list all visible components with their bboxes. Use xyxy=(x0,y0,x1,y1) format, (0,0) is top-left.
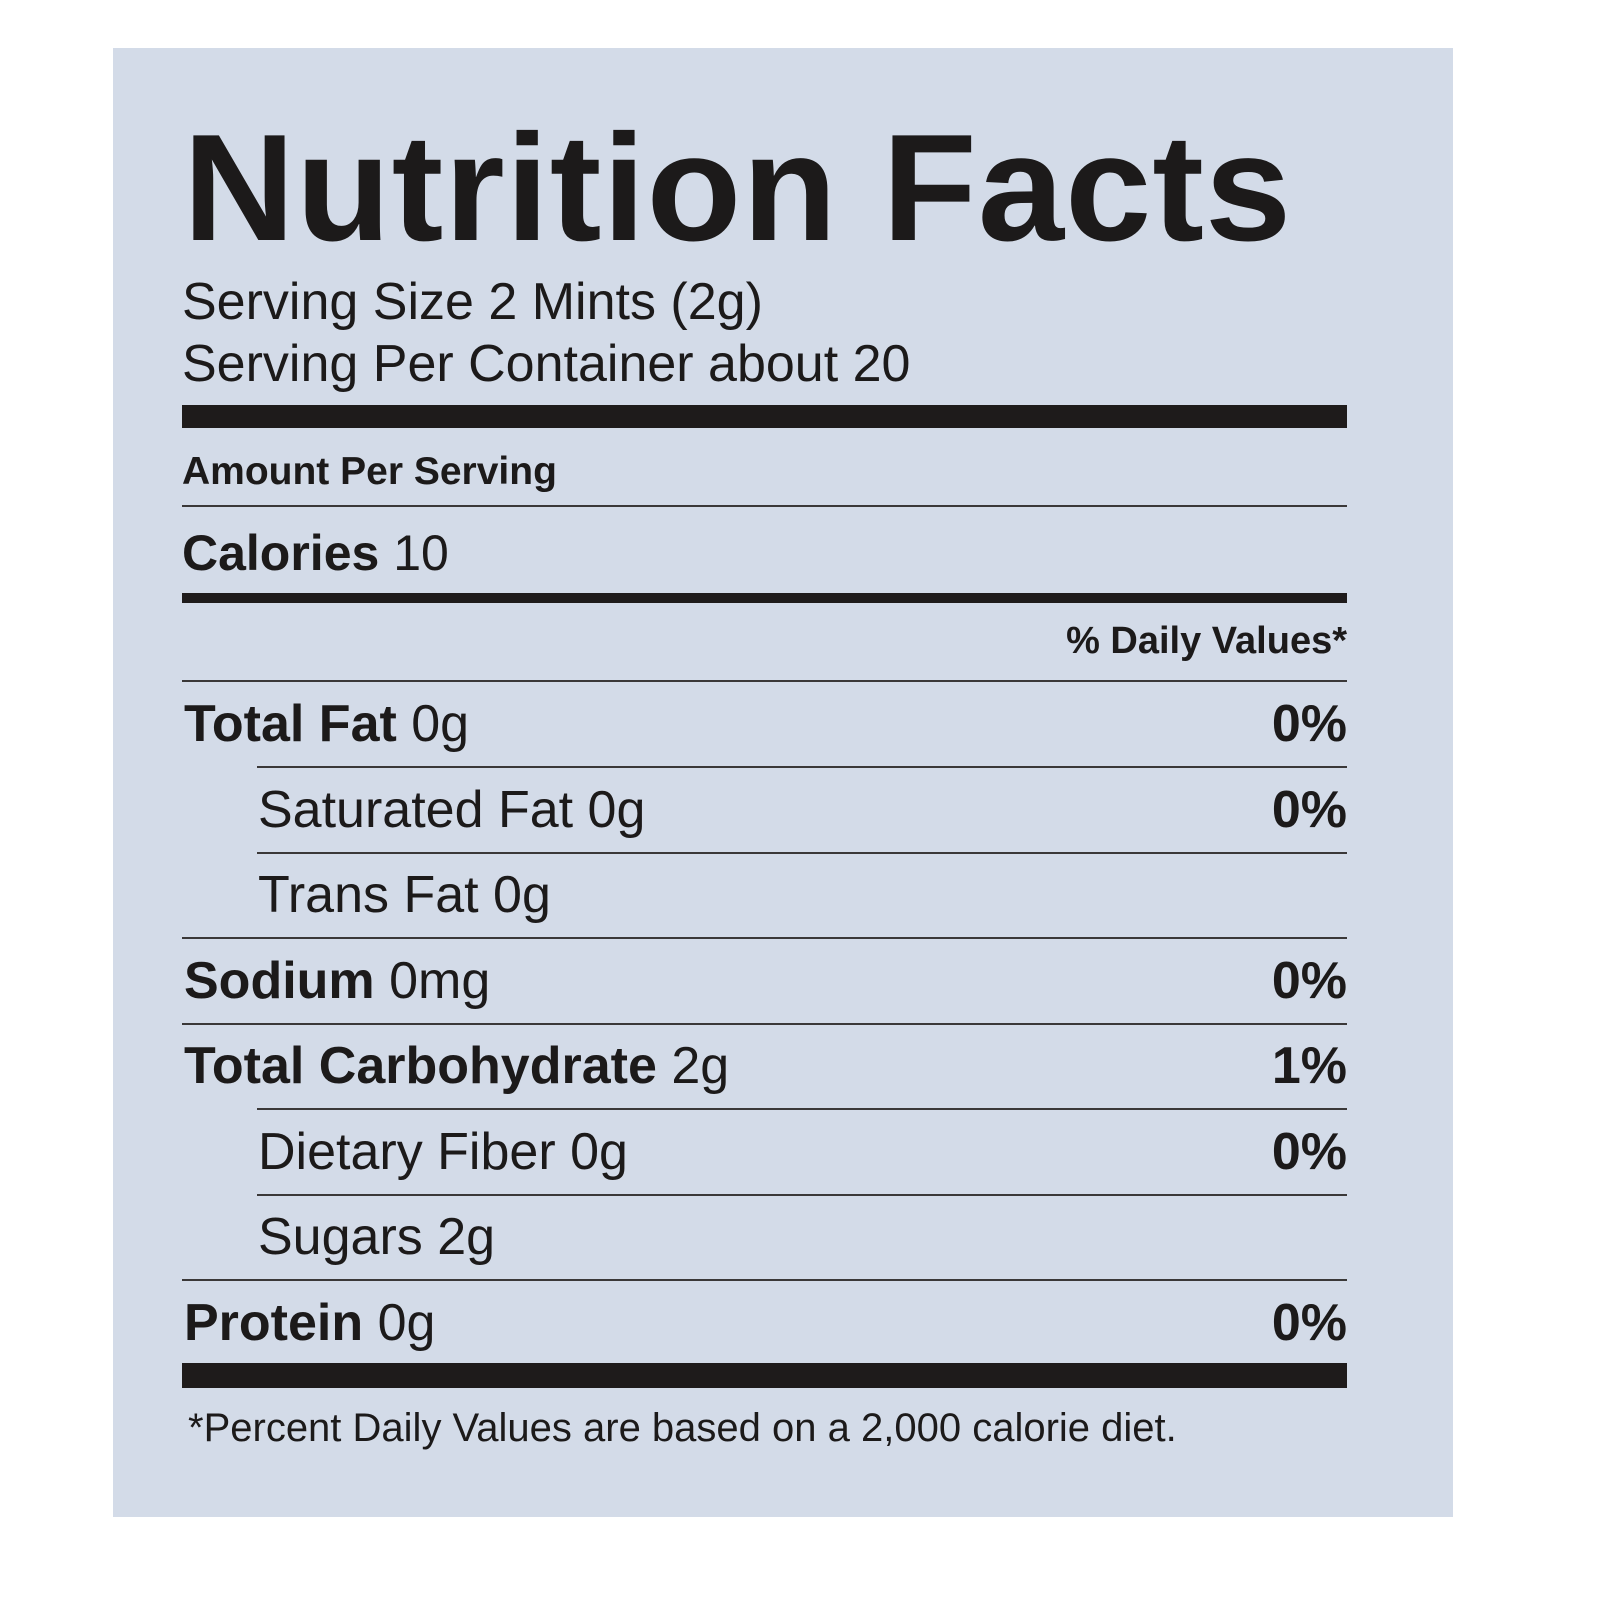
divider xyxy=(257,1108,1347,1110)
nutrient-amount: 0g xyxy=(570,1122,628,1181)
nutrient-name: Protein 0g xyxy=(184,1293,435,1353)
divider xyxy=(257,1193,1347,1196)
nutrient-amount: 0mg xyxy=(389,951,491,1010)
nutrient-row: Sodium 0mg 0% xyxy=(0,951,1600,1011)
daily-value-percent: 1% xyxy=(1271,1037,1347,1095)
nutrient-row: Trans Fat 0g xyxy=(0,865,1600,925)
nutrient-label: Total Carbohydrate xyxy=(184,1037,657,1095)
label-panel xyxy=(113,48,1453,1517)
footnote: *Percent Daily Values are based on a 2,0… xyxy=(188,1406,1177,1450)
label-title: Nutrition Facts xyxy=(183,103,1293,273)
serving-size: Serving Size 2 Mints (2g) xyxy=(182,273,763,331)
nutrient-name: Trans Fat 0g xyxy=(258,865,551,925)
nutrient-label: Trans Fat xyxy=(258,866,479,924)
nutrient-label: Saturated Fat xyxy=(258,780,574,839)
amount-per-serving: Amount Per Serving xyxy=(182,450,557,493)
nutrient-label: Sodium xyxy=(184,951,375,1010)
daily-value-percent: 0% xyxy=(1271,695,1347,753)
nutrient-row: Sugars 2g xyxy=(0,1207,1600,1267)
divider xyxy=(182,1022,1347,1025)
nutrient-name: Sugars 2g xyxy=(258,1207,495,1267)
nutrient-row: Total Fat 0g 0% xyxy=(0,694,1600,754)
daily-value-percent: 0% xyxy=(1271,951,1347,1010)
nutrient-amount: 2g xyxy=(437,1208,496,1266)
thick-divider xyxy=(182,405,1347,428)
calories-label: Calories xyxy=(182,525,380,581)
daily-values-header: % Daily Values* xyxy=(1066,620,1347,662)
divider xyxy=(257,851,1347,854)
nutrient-amount: 2g xyxy=(671,1037,730,1095)
divider xyxy=(182,937,1347,939)
nutrient-row: Dietary Fiber 0g 0% xyxy=(0,1122,1600,1182)
daily-value-percent: 0% xyxy=(1271,1293,1347,1352)
nutrient-label: Protein xyxy=(184,1293,364,1352)
nutrient-label: Sugars xyxy=(258,1208,423,1266)
divider xyxy=(257,766,1347,768)
servings-per-container: Serving Per Container about 20 xyxy=(182,335,911,393)
calories-value: 10 xyxy=(393,525,449,581)
divider xyxy=(182,1279,1347,1281)
nutrient-amount: 0g xyxy=(411,695,470,753)
nutrient-amount: 0g xyxy=(377,1293,436,1352)
calories: Calories 10 xyxy=(182,524,449,582)
daily-value-percent: 0% xyxy=(1271,780,1347,839)
thick-divider xyxy=(182,1363,1347,1388)
nutrient-label: Total Fat xyxy=(184,695,397,753)
nutrient-name: Saturated Fat 0g xyxy=(258,780,645,840)
nutrient-amount: 0g xyxy=(493,866,551,924)
nutrient-name: Dietary Fiber 0g xyxy=(258,1122,628,1182)
nutrient-label: Dietary Fiber xyxy=(258,1122,556,1181)
daily-value-percent: 0% xyxy=(1271,1122,1347,1181)
divider xyxy=(182,680,1347,682)
nutrient-row: Total Carbohydrate 2g 1% xyxy=(0,1036,1600,1096)
nutrient-name: Total Carbohydrate 2g xyxy=(184,1036,729,1096)
nutrient-amount: 0g xyxy=(587,780,646,839)
medium-divider xyxy=(182,593,1347,603)
nutrient-row: Protein 0g 0% xyxy=(0,1293,1600,1353)
nutrient-name: Total Fat 0g xyxy=(184,694,469,754)
nutrient-name: Sodium 0mg xyxy=(184,951,490,1011)
divider xyxy=(182,505,1347,507)
nutrient-row: Saturated Fat 0g 0% xyxy=(0,780,1600,840)
